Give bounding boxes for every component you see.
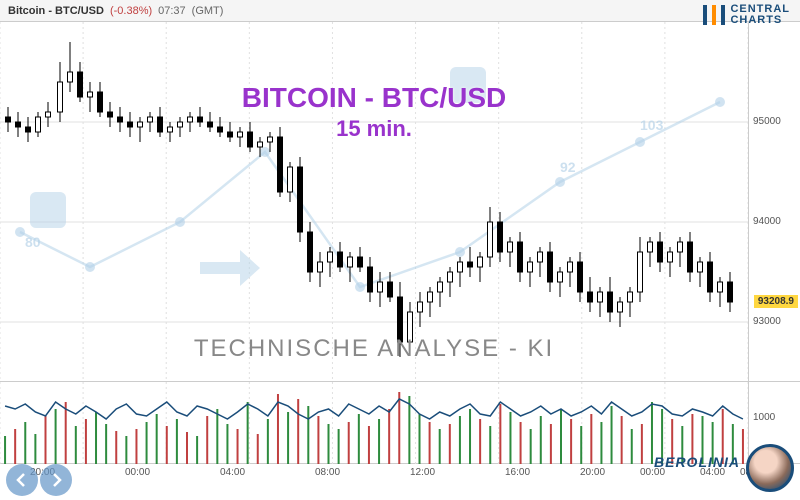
indicator-svg (0, 382, 748, 464)
price-chart[interactable]: 80 92 103 BITCOIN - BTC/USD 15 min. TECHNI… (0, 22, 800, 382)
price-svg: 80 92 103 (0, 22, 748, 382)
chart-subtitle: 15 min. (336, 116, 412, 142)
header-tz: (GMT) (192, 5, 224, 17)
chart-title: BITCOIN - BTC/USD (242, 82, 506, 114)
svg-text:103: 103 (640, 117, 664, 133)
nav-buttons (6, 464, 72, 496)
pct-change: (-0.38%) (110, 5, 152, 17)
chart-header: Bitcoin - BTC/USD (-0.38%) 07:37 (GMT) (0, 0, 800, 22)
brand-label: BEROLINIA (654, 454, 740, 470)
section-title: TECHNISCHE ANALYSE - KI (194, 335, 554, 363)
header-time: 07:37 (158, 5, 186, 17)
volume-indicator[interactable]: 1000 (0, 382, 800, 464)
assistant-avatar[interactable] (746, 444, 794, 492)
svg-text:92: 92 (560, 159, 576, 175)
current-price-badge: 93208.9 (754, 295, 798, 308)
svg-text:80: 80 (25, 234, 41, 250)
nav-next-button[interactable] (40, 464, 72, 496)
price-yaxis: 930009400095000 93208.9 (748, 22, 800, 381)
ind-ytick: 1000 (753, 412, 775, 423)
instrument-name: Bitcoin - BTC/USD (8, 5, 104, 17)
nav-prev-button[interactable] (6, 464, 38, 496)
